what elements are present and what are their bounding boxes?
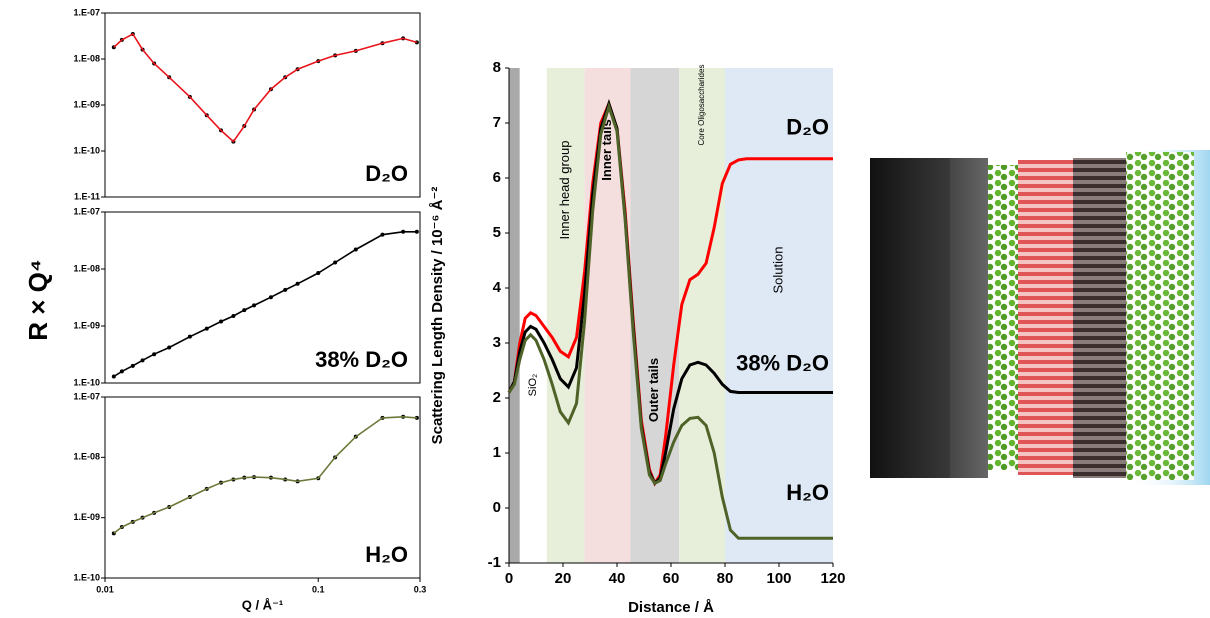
panel-label: 38% D₂O [315, 347, 408, 372]
membrane-illustration [870, 150, 1210, 485]
x-tick-label: 0.01 [96, 584, 114, 594]
annotation-box [297, 341, 418, 379]
y-tick-label: 1.E-10 [73, 145, 100, 155]
y-axis-label: Scattering Length Density / 10⁻⁶ Å⁻² [429, 187, 446, 445]
region [630, 68, 680, 563]
region-label: Inner head group [557, 140, 572, 239]
region-label: SiO₂ [527, 374, 539, 397]
x-tick-label: 120 [820, 570, 845, 587]
y-tick-label: 7 [493, 114, 501, 131]
series-label: D₂O [786, 115, 829, 140]
x-tick-label: 100 [766, 570, 791, 587]
panel-label: D₂O [365, 161, 408, 186]
y-tick-label: 1.E-08 [73, 263, 100, 273]
outer-tails [1073, 158, 1128, 478]
y-tick-label: 1.E-10 [73, 572, 100, 582]
y-tick-label: 1.E-09 [73, 99, 100, 109]
y-tick-label: 1.E-07 [73, 206, 100, 216]
x-tick-label: 20 [555, 570, 572, 587]
y-tick-label: 2 [493, 389, 501, 406]
y-tick-label: 1.E-07 [73, 391, 100, 401]
y-tick-label: 1 [493, 444, 501, 461]
series-line [113, 231, 417, 378]
series-line [507, 101, 833, 540]
x-tick-label: 0.3 [414, 584, 427, 594]
y-tick-label: 1.E-09 [73, 320, 100, 330]
plot-frame [104, 211, 421, 384]
y-tick-label: 1.E-08 [73, 53, 100, 63]
oxide-layer [950, 158, 988, 478]
region [584, 68, 631, 563]
annotation-box [357, 155, 418, 193]
series-line [113, 32, 418, 143]
region-label: Core Oligosaccharides [697, 65, 706, 146]
y-tick-label: 4 [493, 279, 502, 296]
x-tick-label: 40 [609, 570, 626, 587]
region [725, 68, 833, 563]
y-tick-label: 8 [493, 59, 501, 76]
series-line [113, 415, 417, 534]
inner-headgroups [988, 165, 1020, 470]
series-label: H₂O [786, 480, 829, 505]
y-tick-label: 3 [493, 334, 501, 351]
y-tick-label: 5 [493, 224, 501, 241]
y-tick-label: 6 [493, 169, 501, 186]
region [679, 68, 725, 563]
y-tick-label: 1.E-09 [73, 512, 100, 522]
plot-frame [104, 396, 421, 579]
y-tick-label: 1.E-11 [74, 191, 100, 201]
oligosaccharides [1126, 152, 1194, 480]
region-label: Inner tails [599, 119, 614, 180]
y-tick-label: 1.E-08 [73, 452, 100, 462]
y-tick-label: -1 [488, 554, 501, 571]
region-label: Outer tails [646, 358, 661, 422]
y-axis-label: R × Q⁴ [23, 259, 53, 341]
series-label: 38% D₂O [736, 350, 829, 375]
y-tick-label: 0 [493, 499, 501, 516]
region [509, 68, 520, 563]
y-tick-label: 1.E-07 [73, 7, 100, 17]
x-tick-label: 60 [663, 570, 680, 587]
inner-tails [1018, 160, 1075, 475]
y-tick-label: 1.E-10 [73, 377, 100, 387]
annotation-box [357, 536, 418, 574]
x-axis-label: Q / Å⁻¹ [242, 597, 284, 612]
x-tick-label: 80 [717, 570, 734, 587]
region-label: Solution [770, 247, 785, 294]
panel-label: H₂O [365, 542, 408, 567]
x-axis-label: Distance / Å [628, 599, 714, 616]
x-tick-label: 0 [505, 570, 513, 587]
x-tick-label: 0.1 [312, 584, 325, 594]
